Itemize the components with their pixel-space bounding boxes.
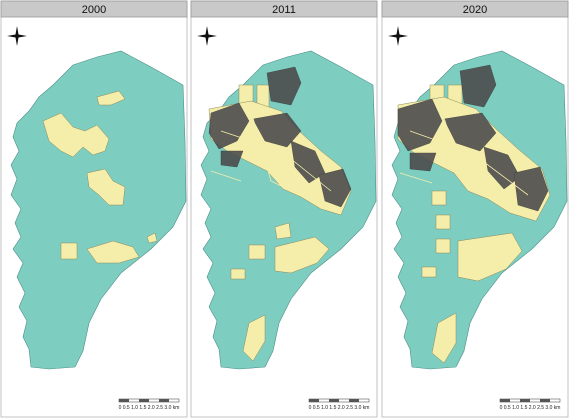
panel-2020: 2020 0 0.5 1.0 1.5 2.0 2.5 3.0 km [381, 0, 569, 418]
dense-built-up [397, 64, 549, 212]
panel-header [190, 0, 378, 18]
panel-title: 2011 [272, 4, 296, 16]
road-network [210, 110, 332, 202]
urban-area [208, 84, 352, 362]
panel-header [381, 0, 569, 18]
scale-bar [308, 398, 370, 403]
scale-label: 0 0.5 1.0 1.5 2.0 2.5 3.0 km [309, 405, 370, 411]
panel-2000: 2000 0 0.5 1.0 1.5 2.0 2.5 3.0 km [0, 0, 188, 418]
scale-label: 0 0.5 1.0 1.5 2.0 2.5 3.0 km [119, 405, 180, 411]
panel-2011: 2011 0 0.5 1.0 1.5 2.0 2.5 3.0 km [190, 0, 378, 418]
scale-bar [118, 398, 180, 403]
scale-bar [499, 398, 561, 403]
panel-title: 2000 [82, 4, 106, 16]
scale-label: 0 0.5 1.0 1.5 2.0 2.5 3.0 km [500, 405, 561, 411]
panel-header [0, 0, 188, 18]
panel-title: 2020 [463, 4, 487, 16]
road-network [399, 110, 529, 206]
dense-built-up [208, 66, 352, 208]
